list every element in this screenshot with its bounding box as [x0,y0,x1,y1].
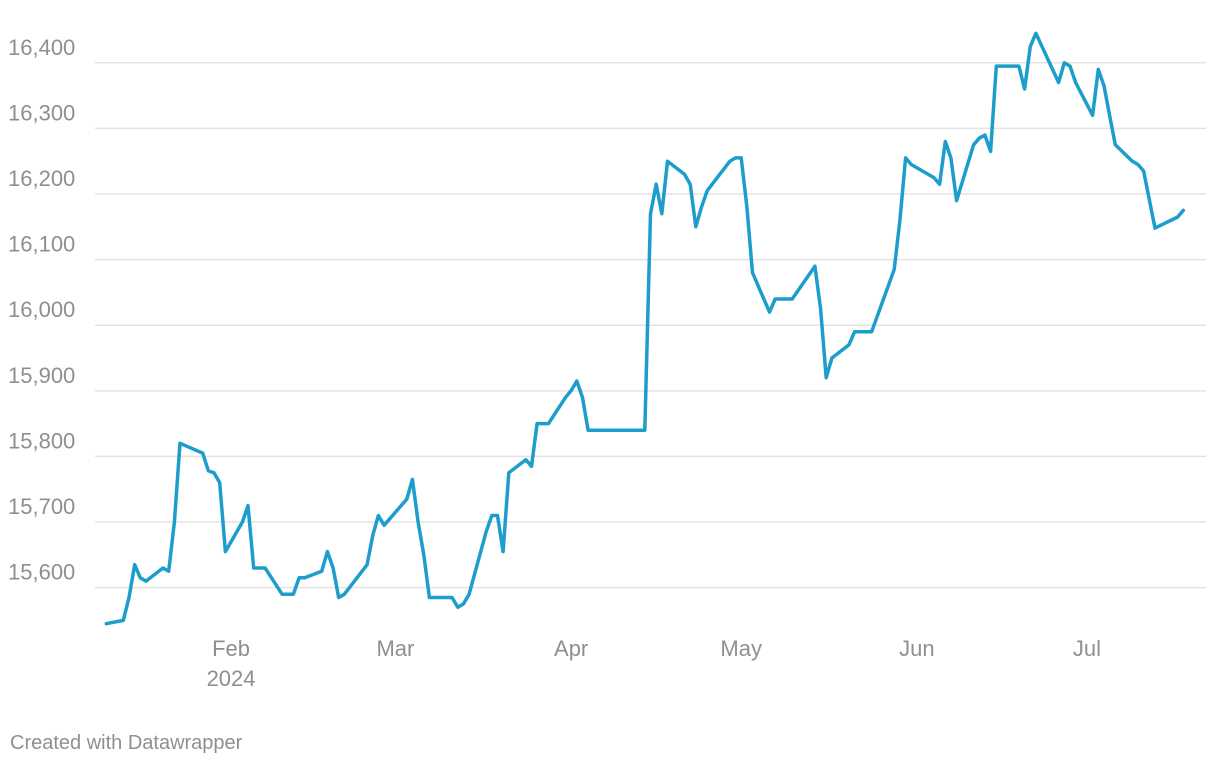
x-tick-label: May [720,636,762,661]
y-tick-label: 15,700 [8,494,75,519]
x-tick-label: Jul [1073,636,1101,661]
y-tick-label: 15,600 [8,560,75,585]
y-tick-label: 15,900 [8,363,75,388]
series-line [104,31,1186,626]
y-tick-label: 16,200 [8,166,75,191]
x-axis-ticks: Feb 2024 Mar Apr May Jun Jul [207,636,1101,691]
x-tick-label: Feb [212,636,250,661]
y-tick-label: 16,300 [8,100,75,125]
y-axis-ticks: 15,600 15,700 15,800 15,900 16,000 16,100 16,2… [8,35,75,585]
gridlines [95,62,1206,589]
y-tick-label: 16,400 [8,35,75,60]
x-tick-label: Mar [376,636,414,661]
x-tick-label: Jun [899,636,934,661]
y-tick-label: 15,800 [8,428,75,453]
x-tick-year-label: 2024 [207,666,256,691]
y-tick-label: 16,100 [8,232,75,257]
footer-credit: Created with Datawrapper [10,732,243,754]
y-tick-label: 16,000 [8,297,75,322]
line-chart: 15,600 15,700 15,800 15,900 16,000 16,100 16,2… [8,31,1206,691]
x-tick-label: Apr [554,636,588,661]
